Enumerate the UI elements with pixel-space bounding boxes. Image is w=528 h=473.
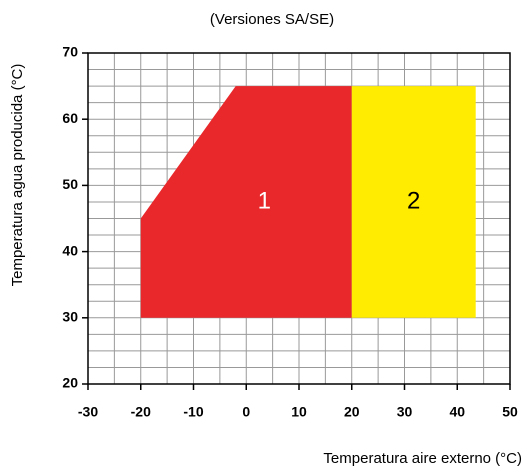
region-label: 1	[258, 187, 271, 214]
y-tick-label: 50	[62, 176, 78, 192]
x-tick-label: 40	[449, 404, 465, 420]
x-tick-label: -10	[183, 404, 203, 420]
x-tick-label: 30	[397, 404, 413, 420]
y-axis-label: Temperatura agua producida (°C)	[9, 64, 26, 287]
y-tick-label: 30	[62, 309, 78, 325]
x-tick-label: 20	[344, 404, 360, 420]
y-tick-label: 20	[62, 375, 78, 391]
x-tick-label: -20	[131, 404, 151, 420]
region	[351, 86, 476, 318]
x-axis-label: Temperatura aire externo (°C)	[323, 450, 522, 467]
y-tick-label: 40	[62, 242, 78, 258]
region	[140, 86, 352, 318]
y-tick-label: 70	[62, 44, 78, 60]
x-tick-label: 50	[502, 404, 518, 420]
region-label: 2	[407, 187, 420, 214]
x-tick-label: 10	[291, 404, 307, 420]
y-tick-label: 60	[62, 110, 78, 126]
x-tick-label: 0	[242, 404, 250, 420]
x-tick-label: -30	[78, 404, 98, 420]
chart-title: (Versiones SA/SE)	[210, 11, 334, 28]
